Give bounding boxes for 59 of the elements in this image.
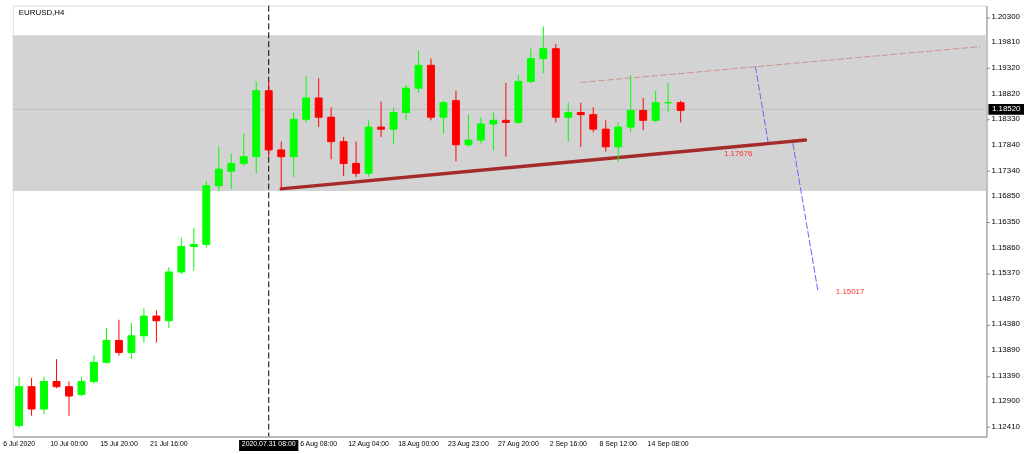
y-tick-label: 1.12410 <box>991 421 1021 431</box>
candlestick <box>539 25 548 74</box>
candlestick <box>90 355 98 385</box>
candlestick <box>676 100 685 123</box>
y-tick-label: 1.16350 <box>991 217 1021 227</box>
candlestick <box>27 377 36 417</box>
candlestick <box>302 75 311 123</box>
candlestick <box>614 121 623 163</box>
annotation: 1.17676 <box>723 149 754 159</box>
candlestick <box>601 119 610 152</box>
candlestick <box>65 381 73 417</box>
candlestick <box>564 102 573 143</box>
candlestick <box>414 50 423 94</box>
candlestick <box>526 48 535 84</box>
candlestick <box>77 376 86 397</box>
y-tick-label: 1.19810 <box>991 37 1021 47</box>
y-tick-label: 1.20300 <box>991 11 1021 21</box>
candlestick <box>626 74 635 133</box>
y-tick-label: 1.15860 <box>991 242 1021 252</box>
candlestick <box>152 309 161 344</box>
candlestick <box>339 136 348 177</box>
candlestick <box>102 327 111 365</box>
candlestick <box>277 141 286 191</box>
candlestick <box>114 319 123 357</box>
y-tick-label: 1.13390 <box>991 370 1021 380</box>
candlestick <box>576 102 585 148</box>
candlestick <box>314 77 323 128</box>
candlestick <box>589 106 598 133</box>
candlestick <box>651 90 660 123</box>
candlestick <box>377 101 386 138</box>
y-tick-label: 1.15370 <box>991 267 1021 277</box>
candlestick <box>239 133 248 167</box>
candlestick <box>389 106 398 145</box>
candlestick <box>489 112 498 151</box>
candlestick <box>501 82 510 158</box>
chart-title: EURUSD,H4 <box>18 8 65 18</box>
candlestick <box>52 358 61 389</box>
y-tick-label: 1.12900 <box>991 396 1021 406</box>
y-tick-label: 1.18820 <box>991 88 1021 98</box>
y-tick-label: 1.19320 <box>991 62 1021 72</box>
candlestick <box>189 227 198 272</box>
candlestick <box>352 141 361 178</box>
candlestick <box>139 307 148 344</box>
candlestick <box>214 146 223 192</box>
candlestick <box>127 322 136 360</box>
y-tick-label: 1.14380 <box>991 319 1021 329</box>
y-tick-label: 1.18330 <box>991 114 1021 124</box>
candlestick <box>464 114 473 148</box>
y-tick-label: 1.17840 <box>991 139 1021 149</box>
y-tick-label: 1.16850 <box>991 191 1021 201</box>
candlestick <box>476 116 485 145</box>
annotation: 1.15017 <box>835 287 865 297</box>
candlestick <box>439 100 448 135</box>
ref-line-label: 1.18520 <box>991 104 1022 114</box>
y-tick-label: 1.17340 <box>991 165 1021 175</box>
y-tick-label: 1.13890 <box>991 344 1021 354</box>
y-tick-label: 1.14870 <box>991 293 1021 303</box>
candlestick <box>639 97 648 131</box>
candlestick <box>227 153 236 190</box>
